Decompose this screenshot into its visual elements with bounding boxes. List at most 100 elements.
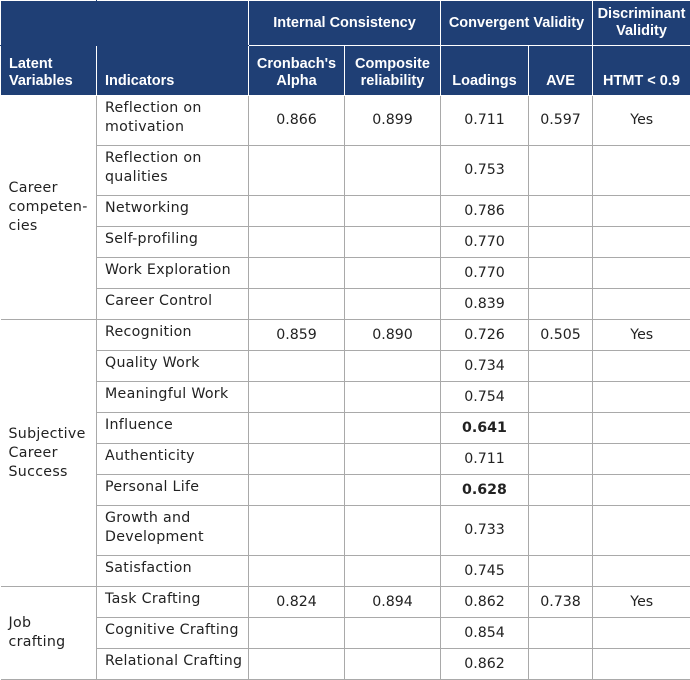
indicator-cell: Reflection on motivation: [97, 96, 249, 146]
empty-cell: [249, 556, 345, 587]
table-row: Influence 0.641: [1, 413, 690, 444]
cronbach-value: 0.866: [249, 96, 345, 146]
header-discriminant-validity: Discriminant Validity: [593, 1, 690, 46]
empty-cell: [593, 475, 690, 506]
header-ave: AVE: [529, 46, 593, 96]
empty-cell: [529, 413, 593, 444]
empty-cell: [593, 146, 690, 196]
loading-value: 0.711: [441, 444, 529, 475]
loading-value: 0.862: [441, 587, 529, 618]
table-row: Relational Crafting 0.862: [1, 649, 690, 680]
empty-cell: [249, 382, 345, 413]
empty-cell: [593, 506, 690, 556]
table-row: Meaningful Work 0.754: [1, 382, 690, 413]
table-row: Work Exploration 0.770: [1, 258, 690, 289]
indicator-cell: Personal Life: [97, 475, 249, 506]
indicator-cell: Growth and Development: [97, 506, 249, 556]
table-row: Satisfaction 0.745: [1, 556, 690, 587]
table-row: Quality Work 0.734: [1, 351, 690, 382]
table-row: Networking 0.786: [1, 196, 690, 227]
empty-cell: [345, 227, 441, 258]
table-row: Job crafting Task Crafting 0.824 0.894 0…: [1, 587, 690, 618]
header-blank-cell: [97, 1, 249, 46]
empty-cell: [249, 289, 345, 320]
table-row: Reflection on qualities 0.753: [1, 146, 690, 196]
header-indicators: Indicators: [97, 46, 249, 96]
empty-cell: [249, 444, 345, 475]
composite-value: 0.894: [345, 587, 441, 618]
loading-value: 0.733: [441, 506, 529, 556]
table-row: Subjective Career Success Recognition 0.…: [1, 320, 690, 351]
loading-value: 0.754: [441, 382, 529, 413]
empty-cell: [345, 196, 441, 227]
htmt-value: Yes: [593, 320, 690, 351]
empty-cell: [529, 556, 593, 587]
table-row: Career Control 0.839: [1, 289, 690, 320]
empty-cell: [345, 289, 441, 320]
loading-value: 0.770: [441, 227, 529, 258]
empty-cell: [345, 382, 441, 413]
empty-cell: [249, 146, 345, 196]
loading-value: 0.839: [441, 289, 529, 320]
indicator-cell: Reflection on qualities: [97, 146, 249, 196]
empty-cell: [593, 289, 690, 320]
empty-cell: [593, 382, 690, 413]
empty-cell: [593, 227, 690, 258]
table-row: Authenticity 0.711: [1, 444, 690, 475]
empty-cell: [529, 444, 593, 475]
loading-value-highlighted: 0.628: [441, 475, 529, 506]
empty-cell: [345, 506, 441, 556]
indicator-cell: Recognition: [97, 320, 249, 351]
empty-cell: [593, 618, 690, 649]
empty-cell: [345, 556, 441, 587]
empty-cell: [529, 227, 593, 258]
loading-value: 0.726: [441, 320, 529, 351]
empty-cell: [593, 258, 690, 289]
indicator-cell: Career Control: [97, 289, 249, 320]
empty-cell: [529, 475, 593, 506]
empty-cell: [345, 351, 441, 382]
indicator-cell: Influence: [97, 413, 249, 444]
table-row: Growth and Development 0.733: [1, 506, 690, 556]
loading-value-highlighted: 0.641: [441, 413, 529, 444]
empty-cell: [529, 258, 593, 289]
empty-cell: [249, 258, 345, 289]
table-row: Personal Life 0.628: [1, 475, 690, 506]
ave-value: 0.738: [529, 587, 593, 618]
empty-cell: [249, 618, 345, 649]
empty-cell: [249, 506, 345, 556]
empty-cell: [593, 196, 690, 227]
loading-value: 0.770: [441, 258, 529, 289]
indicator-cell: Meaningful Work: [97, 382, 249, 413]
empty-cell: [345, 258, 441, 289]
table-row: Career competen-cies Reflection on motiv…: [1, 96, 690, 146]
empty-cell: [529, 351, 593, 382]
indicator-cell: Self-profiling: [97, 227, 249, 258]
cronbach-value: 0.824: [249, 587, 345, 618]
empty-cell: [529, 382, 593, 413]
empty-cell: [345, 444, 441, 475]
composite-value: 0.899: [345, 96, 441, 146]
empty-cell: [529, 618, 593, 649]
loading-value: 0.734: [441, 351, 529, 382]
empty-cell: [249, 413, 345, 444]
header-convergent-validity: Convergent Validity: [441, 1, 593, 46]
indicator-cell: Networking: [97, 196, 249, 227]
empty-cell: [529, 506, 593, 556]
composite-value: 0.890: [345, 320, 441, 351]
header-latent-variables: Latent Variables: [1, 46, 97, 96]
loading-value: 0.711: [441, 96, 529, 146]
loading-value: 0.745: [441, 556, 529, 587]
empty-cell: [345, 649, 441, 680]
empty-cell: [249, 351, 345, 382]
empty-cell: [593, 413, 690, 444]
header-blank-cell: [1, 1, 97, 46]
indicator-cell: Satisfaction: [97, 556, 249, 587]
ave-value: 0.597: [529, 96, 593, 146]
empty-cell: [249, 196, 345, 227]
indicator-cell: Cognitive Crafting: [97, 618, 249, 649]
header-composite-reliability: Composite reliability: [345, 46, 441, 96]
header-internal-consistency: Internal Consistency: [249, 1, 441, 46]
header-cronbach-alpha: Cronbach's Alpha: [249, 46, 345, 96]
header-htmt: HTMT < 0.9: [593, 46, 690, 96]
